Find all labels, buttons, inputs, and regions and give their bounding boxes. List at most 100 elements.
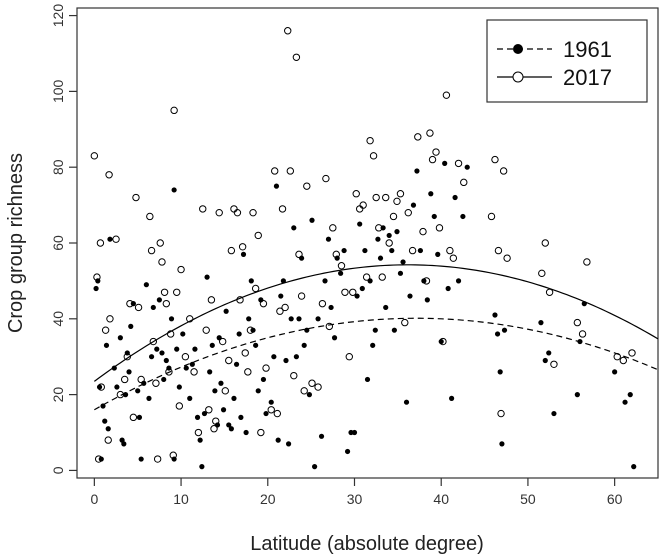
point-1961-46 [201, 410, 208, 417]
point-1961-108 [370, 342, 376, 348]
point-2017-66 [278, 205, 287, 213]
point-2017-57 [251, 284, 260, 293]
point-2017-111 [439, 337, 447, 346]
point-2017-104 [414, 133, 422, 141]
point-1961-20 [136, 414, 143, 420]
point-2017-2 [94, 455, 103, 463]
point-2017-17 [137, 375, 145, 384]
point-1961-76 [278, 293, 284, 299]
point-2017-12 [123, 353, 132, 361]
point-1961-7 [105, 426, 111, 432]
point-2017-116 [460, 178, 468, 187]
point-1961-143 [538, 320, 544, 326]
point-1961-79 [285, 441, 292, 447]
series-1961 [93, 160, 637, 470]
point-2017-50 [233, 208, 242, 217]
point-2017-62 [267, 406, 275, 414]
point-1961-88 [309, 217, 315, 223]
point-1961-104 [359, 285, 365, 292]
point-1961-9 [111, 365, 117, 371]
point-2017-53 [241, 349, 249, 357]
point-2017-112 [442, 91, 451, 99]
point-2017-56 [249, 208, 257, 217]
point-1961-63 [243, 429, 249, 436]
point-2017-93 [372, 193, 380, 202]
point-2017-100 [396, 190, 405, 198]
point-2017-33 [177, 265, 185, 274]
point-1961-57 [228, 426, 234, 432]
point-1961-5 [102, 418, 108, 424]
point-1961-38 [180, 331, 186, 337]
point-1961-124 [417, 247, 423, 254]
point-1961-136 [460, 213, 466, 220]
point-1961-25 [148, 354, 155, 360]
point-2017-47 [225, 356, 233, 365]
point-1961-42 [192, 346, 198, 352]
point-1961-30 [161, 376, 167, 383]
x-tick-label-10: 10 [173, 491, 189, 507]
point-1961-123 [414, 168, 420, 174]
point-2017-121 [499, 167, 508, 175]
point-1961-87 [306, 392, 312, 398]
point-2017-63 [271, 167, 279, 175]
point-1961-99 [344, 448, 351, 455]
point-1961-66 [250, 327, 256, 333]
point-2017-89 [359, 201, 367, 209]
point-1961-135 [455, 278, 462, 284]
point-2017-65 [276, 307, 284, 315]
point-2017-6 [104, 436, 112, 444]
point-2017-27 [165, 368, 173, 376]
point-1961-8 [107, 236, 113, 242]
point-2017-132 [628, 349, 636, 357]
point-2017-131 [619, 356, 628, 365]
point-2017-42 [210, 425, 218, 433]
point-1961-59 [233, 361, 240, 367]
point-2017-88 [356, 205, 364, 213]
point-2017-60 [259, 299, 268, 308]
point-1961-62 [240, 251, 247, 257]
point-1961-116 [391, 327, 397, 333]
y-tick-label-60: 60 [50, 235, 66, 251]
point-2017-26 [162, 299, 171, 308]
point-2017-11 [120, 375, 129, 384]
x-axis: 0 10 20 30 40 50 60 [90, 478, 623, 507]
point-1961-138 [492, 312, 498, 318]
point-2017-102 [404, 208, 412, 217]
point-2017-54 [244, 368, 252, 376]
point-2017-36 [190, 368, 198, 376]
point-1961-97 [338, 270, 344, 276]
point-2017-99 [393, 197, 401, 206]
point-2017-14 [129, 413, 138, 422]
point-2017-5 [101, 326, 110, 334]
point-2017-73 [297, 292, 306, 300]
point-2017-107 [426, 129, 434, 137]
point-1961-71 [263, 410, 269, 417]
point-2017-30 [170, 106, 178, 115]
point-1961-129 [435, 251, 441, 257]
point-1961-58 [231, 395, 237, 401]
point-1961-31 [163, 357, 169, 364]
point-2017-38 [199, 205, 207, 213]
point-2017-90 [362, 273, 371, 281]
legend-box [486, 19, 648, 103]
point-2017-9 [112, 235, 120, 243]
point-2017-13 [126, 299, 134, 308]
point-2017-29 [169, 451, 177, 459]
point-1961-125 [421, 278, 427, 284]
point-1961-11 [117, 335, 123, 341]
point-1961-26 [150, 304, 156, 311]
point-2017-19 [147, 246, 156, 255]
series-2017 [90, 27, 636, 463]
point-2017-123 [538, 269, 546, 278]
point-1961-72 [268, 399, 274, 405]
point-2017-87 [352, 190, 360, 198]
point-1961-53 [218, 380, 224, 386]
legend-label-2017: 2017 [563, 65, 612, 90]
point-2017-18 [146, 212, 154, 221]
point-2017-8 [106, 315, 114, 323]
point-1961-115 [389, 247, 395, 254]
point-1961-4 [100, 403, 106, 409]
point-2017-126 [550, 360, 558, 368]
legend-label-1961: 1961 [563, 37, 612, 62]
point-2017-25 [160, 288, 169, 296]
